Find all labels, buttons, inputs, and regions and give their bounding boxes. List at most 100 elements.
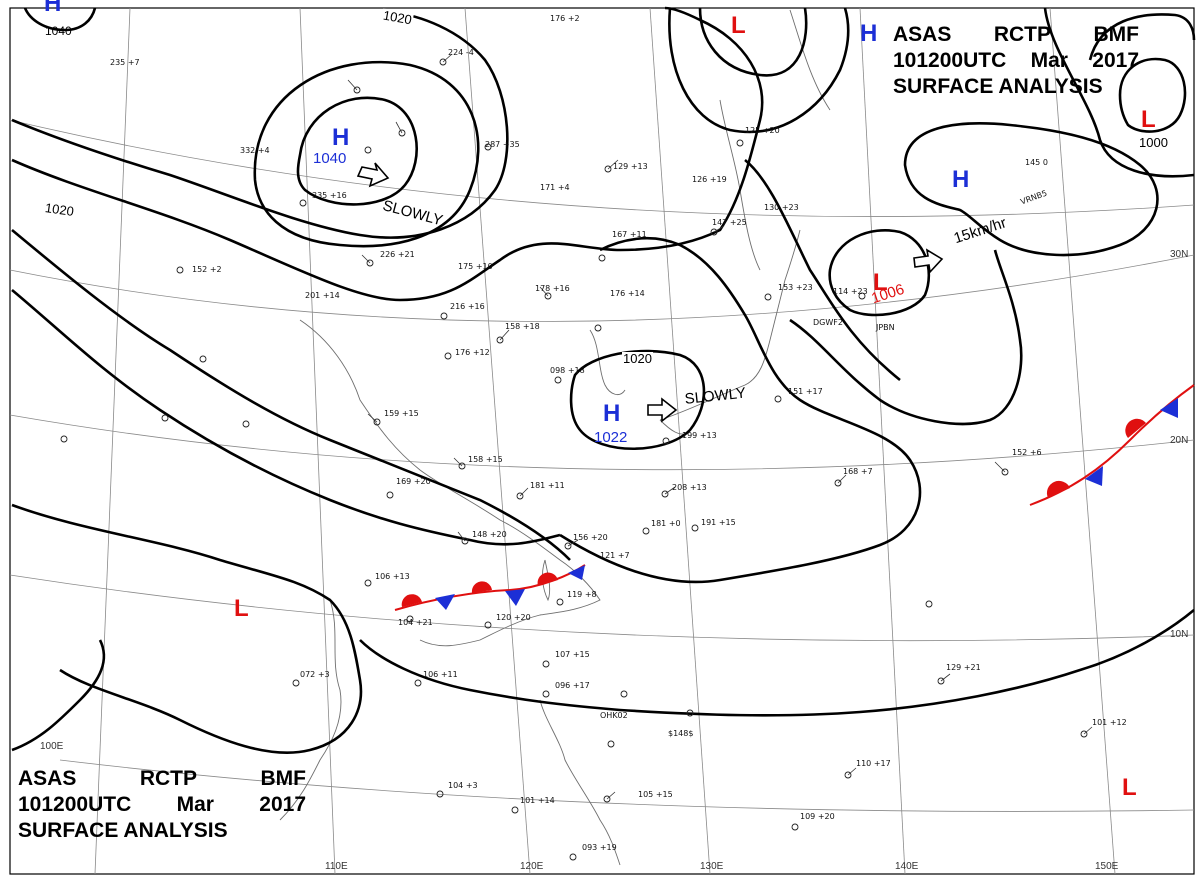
station-plot: 171 +4	[540, 183, 570, 192]
station-plot: 125 +20	[745, 126, 780, 135]
station-plot: 335 +16	[312, 191, 347, 200]
grid-label-lon: 150E	[1095, 861, 1119, 872]
movement-arrows	[356, 162, 944, 423]
station-plot: 158 +15	[468, 455, 503, 464]
isobar-south-long	[11, 503, 363, 754]
station-id: OHK02	[600, 711, 628, 720]
isobar-1040-corner	[23, 7, 97, 32]
station-markers	[60, 58, 1088, 861]
station-plot: 152 +6	[1012, 448, 1042, 457]
station-plot: 156 +20	[573, 533, 608, 542]
station-plot: 106 +11	[423, 670, 458, 679]
isobar-pacific-low-inner	[828, 229, 931, 317]
station-plot: 167 +11	[612, 230, 647, 239]
station-plot: 287 +35	[485, 140, 520, 149]
isobar-ne-1000	[1118, 57, 1187, 133]
isobar-siberian-high-mid	[253, 60, 480, 248]
parallel-30n	[9, 254, 1195, 322]
arrow-pacific-low	[913, 248, 944, 274]
station-plot: 101 +14	[520, 796, 555, 805]
isobar-east-outer	[789, 249, 1023, 426]
station-plot: 216 +16	[450, 302, 485, 311]
meridian-130e	[649, 7, 711, 875]
low-pressure-symbol: L	[731, 12, 746, 39]
station-plot: 191 +15	[701, 518, 736, 527]
station-plot: 130 +23	[764, 203, 799, 212]
station-plot: 152 +2	[192, 265, 222, 274]
grid-label-lon: 110E	[325, 861, 348, 872]
station-plot: 181 +0	[651, 519, 681, 528]
warm-front-bump	[1046, 480, 1070, 498]
coast-japan	[659, 229, 801, 421]
station-plot: 181 +11	[530, 481, 565, 490]
station-id: $148$	[668, 729, 694, 738]
station-plot: 224 -4	[448, 48, 474, 57]
isobar-label: 1000	[1138, 135, 1169, 150]
front-china-sea	[394, 564, 586, 611]
arrow-ecs-high	[647, 397, 678, 423]
station-plot: 093 +19	[582, 843, 617, 852]
isobar-east-outer-2	[744, 158, 901, 382]
high-pressure-symbol: H	[44, 0, 62, 17]
low-pressure-symbol: L	[873, 269, 888, 296]
station-plot: 107 +15	[555, 650, 590, 659]
wind-barbs	[347, 53, 1093, 800]
station-plot: 101 +12	[1092, 718, 1127, 727]
cold-front-triangle	[1160, 398, 1178, 418]
cold-front-triangle	[435, 594, 455, 610]
header-time: 101200UTC	[893, 49, 1007, 72]
isobar-1020-china	[11, 229, 571, 561]
header-title: SURFACE ANALYSIS	[893, 75, 1103, 98]
isobar-north-low-outer	[668, 7, 850, 134]
high-pressure-symbol: H	[952, 166, 970, 193]
station-plot: 158 +18	[505, 322, 540, 331]
station-plot: 168 +7	[843, 467, 873, 476]
station-plot: 208 +13	[672, 483, 707, 492]
station-id: DGWF2	[813, 318, 843, 327]
header-month: Mar	[1030, 49, 1068, 72]
latlon-grid	[9, 7, 1195, 875]
station-plot: 072 +3	[300, 670, 330, 679]
station-plot: 119 +8	[567, 590, 597, 599]
station-plot: 104 +21	[398, 618, 433, 627]
station-plot: 096 +17	[555, 681, 590, 690]
meridian-150e	[1049, 7, 1116, 875]
station-plot: 106 +13	[375, 572, 410, 581]
header-title: SURFACE ANALYSIS	[18, 819, 228, 842]
warm-front-bump	[537, 572, 558, 586]
high-pressure-symbol: H	[860, 20, 878, 47]
station-plot: 104 +3	[448, 781, 478, 790]
high-pressure-value: 1040	[313, 150, 347, 167]
arrow-siberian-high	[356, 162, 390, 188]
grid-label-lon: 100E	[40, 741, 64, 752]
high-pressure-value: 1022	[594, 429, 628, 446]
low-pressure-symbol: L	[1122, 774, 1137, 801]
isobar-north-outer	[11, 6, 764, 302]
grid-label-lon: 140E	[895, 861, 919, 872]
station-id: JPBN	[876, 323, 895, 332]
isobar-north-low-inner	[698, 7, 808, 77]
header-agency: ASAS	[18, 767, 77, 790]
header-month: Mar	[176, 793, 214, 816]
station-plot: 109 +20	[800, 812, 835, 821]
isobar-1020-china-b	[11, 289, 561, 546]
grid-label-lon: 130E	[700, 861, 724, 872]
meridian-110e	[299, 7, 336, 875]
parallel-40n	[9, 119, 1195, 217]
high-pressure-symbol: H	[603, 400, 621, 427]
grid-label-lat: 10N	[1170, 629, 1189, 640]
meridian-120e	[464, 7, 531, 875]
meridian-100e	[94, 7, 131, 875]
header-agency: ASAS	[893, 23, 952, 46]
coast-kamchatka	[789, 9, 831, 111]
station-plot: 147 +25	[712, 218, 747, 227]
station-plot: 126 +19	[692, 175, 727, 184]
isobar-ne-outer	[1088, 13, 1196, 61]
station-plot: 176 +14	[610, 289, 645, 298]
low-pressure-symbol: L	[234, 595, 249, 622]
station-plot: 201 +14	[305, 291, 340, 300]
low-pressure-symbol: L	[1141, 106, 1156, 133]
station-plot: 176 +12	[455, 348, 490, 357]
isobar-label: 1020	[43, 200, 76, 219]
